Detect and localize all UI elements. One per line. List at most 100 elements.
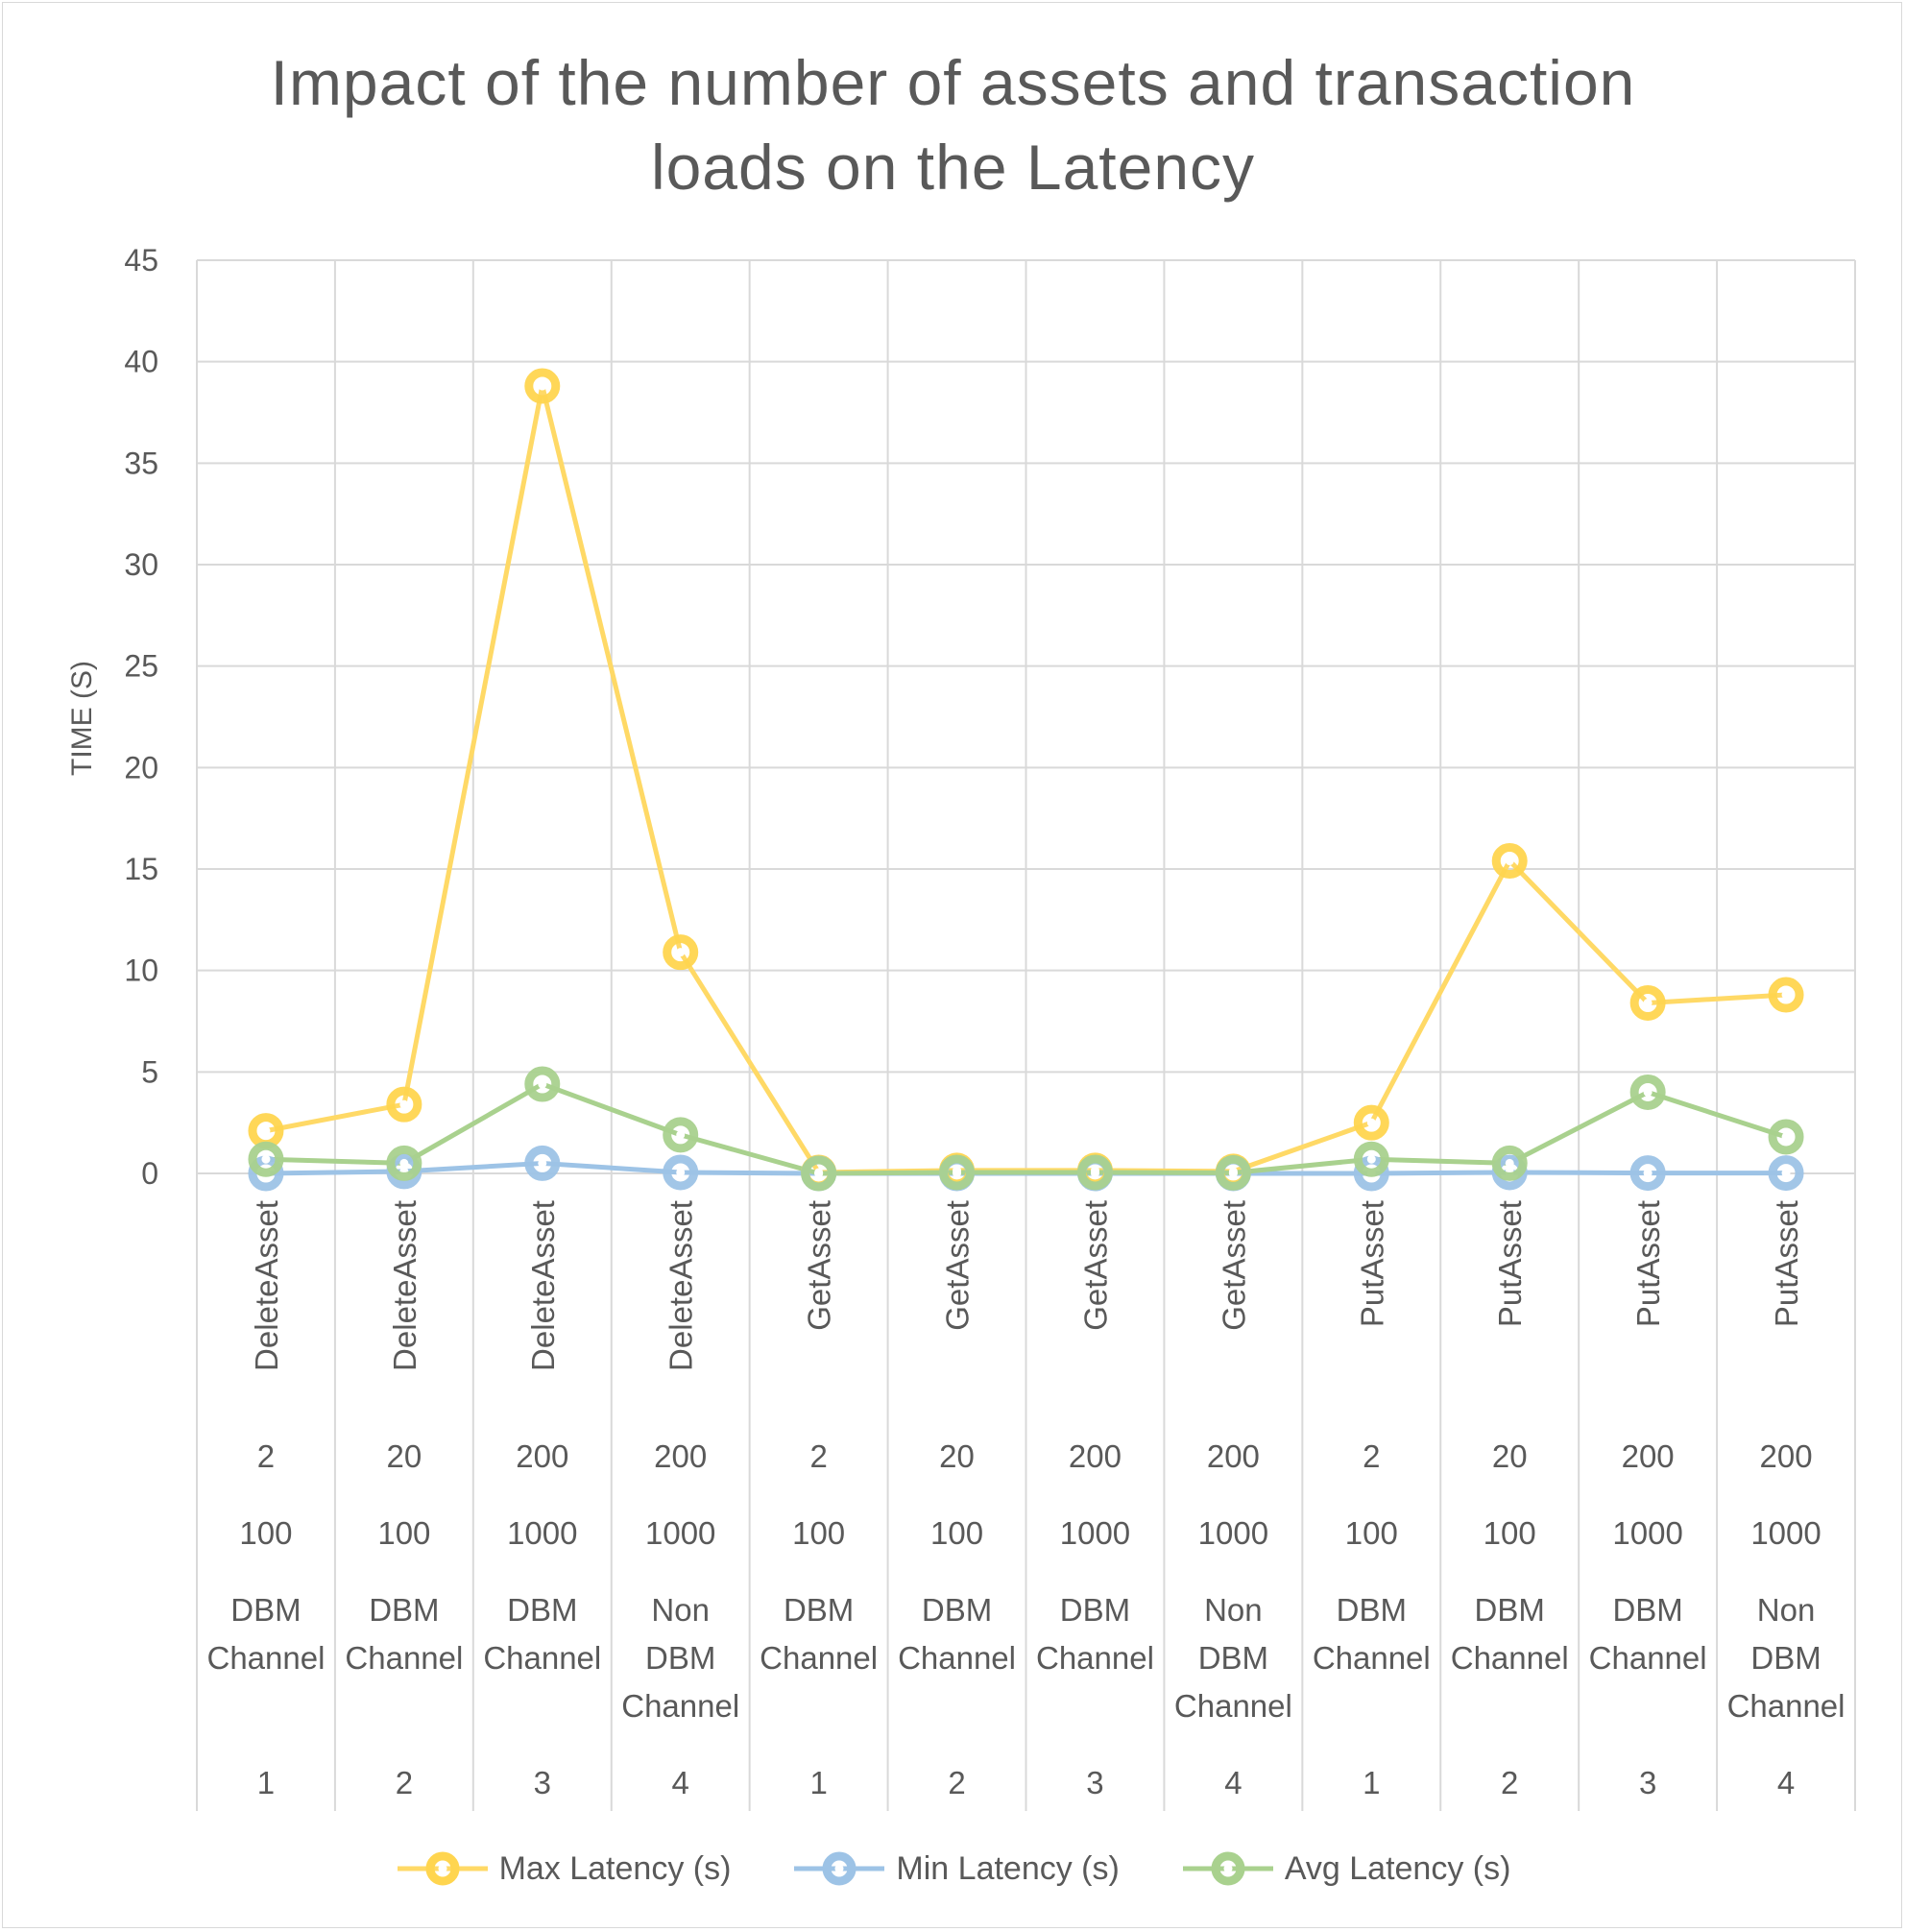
y-tick-label: 25 (124, 649, 158, 684)
data-point-ring (1629, 1074, 1666, 1110)
legend-swatch-center (438, 1864, 447, 1873)
data-point-ring (386, 1145, 422, 1181)
legend-label: Avg Latency (s) (1284, 1849, 1511, 1887)
data-point-ring (1076, 1154, 1113, 1191)
data-point-center (1781, 1169, 1791, 1178)
data-point-center (676, 948, 686, 957)
category-function-label: DeleteAsset (663, 1200, 699, 1371)
y-tick-label: 20 (124, 750, 158, 785)
category-channel-label: DBM (1475, 1592, 1545, 1628)
category-channel-label: Channel (345, 1640, 463, 1676)
data-point (1629, 1155, 1666, 1192)
category-channel-label: Channel (1451, 1640, 1569, 1676)
legend: Max Latency (s) Min Latency (s) Avg Latenc… (0, 1840, 1906, 1897)
category-index-label: 1 (809, 1765, 827, 1800)
data-point-ring (1491, 1145, 1528, 1181)
category-function-label: GetAsset (802, 1200, 837, 1331)
category-channel-label: DBM (1198, 1640, 1268, 1676)
y-tick-label: 35 (124, 446, 158, 480)
category-channel-label: Non (1757, 1592, 1816, 1628)
data-point (1629, 984, 1666, 1021)
data-point-center (538, 381, 547, 391)
data-point-center (1781, 990, 1791, 1000)
data-point-ring (524, 368, 561, 404)
category-channel-label: DBM (922, 1592, 992, 1628)
data-point-ring (1353, 1104, 1389, 1141)
data-point (663, 1154, 699, 1191)
y-tick-label: 40 (124, 345, 158, 379)
category-channel-label: DBM (1060, 1592, 1130, 1628)
data-point-center (1781, 1132, 1791, 1142)
data-point (386, 1086, 422, 1123)
data-point-center (1643, 1169, 1653, 1178)
category-assets-label: 2 (809, 1438, 827, 1474)
legend-item: Max Latency (s) (396, 1849, 731, 1888)
data-point (1768, 1155, 1804, 1192)
data-point (248, 1113, 284, 1149)
category-function-label: DeleteAsset (249, 1200, 284, 1371)
data-point-ring (1768, 977, 1804, 1013)
data-point (524, 1145, 561, 1181)
data-point-center (1643, 998, 1653, 1007)
category-channel-label: DBM (1750, 1640, 1821, 1676)
category-load-label: 100 (792, 1515, 845, 1551)
category-load-label: 100 (377, 1515, 430, 1551)
category-index-label: 2 (948, 1765, 965, 1800)
legend-swatch-center (1223, 1864, 1233, 1873)
category-function-label: DeleteAsset (525, 1200, 561, 1371)
y-tick-label: 30 (124, 547, 158, 582)
data-point (1491, 843, 1528, 880)
data-point-center (1366, 1154, 1376, 1164)
data-point (939, 1154, 976, 1191)
data-point-center (1228, 1168, 1238, 1177)
series-line (265, 1081, 1787, 1176)
data-point-ring (1353, 1141, 1389, 1177)
category-channel-label: Channel (1036, 1640, 1154, 1676)
category-channel-label: Channel (1174, 1688, 1292, 1724)
category-load-label: 1000 (1060, 1515, 1130, 1551)
category-index-label: 2 (396, 1765, 413, 1800)
category-load-label: 1000 (507, 1515, 577, 1551)
category-channel-label: Channel (760, 1640, 878, 1676)
category-function-label: GetAsset (1216, 1200, 1251, 1331)
data-point (1353, 1141, 1389, 1177)
legend-swatch-marker (822, 1851, 856, 1886)
category-channel-label: Channel (898, 1640, 1016, 1676)
data-point (1629, 1074, 1666, 1110)
category-load-label: 100 (1484, 1515, 1536, 1551)
category-load-label: 100 (930, 1515, 983, 1551)
data-point-ring (524, 1145, 561, 1181)
category-channel-label: DBM (507, 1592, 577, 1628)
category-load-label: 100 (239, 1515, 292, 1551)
data-point (801, 1155, 837, 1192)
series-lines (265, 383, 1787, 1176)
y-tick-label: 10 (124, 954, 158, 988)
data-point (1076, 1154, 1113, 1191)
category-function-label: DeleteAsset (387, 1200, 422, 1371)
data-point-center (261, 1126, 271, 1136)
category-index-label: 4 (1224, 1765, 1242, 1800)
data-point-center (814, 1169, 824, 1178)
category-channel-label: DBM (784, 1592, 854, 1628)
data-point (1215, 1154, 1251, 1191)
legend-swatch-marker (1211, 1851, 1245, 1886)
data-point-center (676, 1168, 686, 1177)
data-point (248, 1141, 284, 1177)
data-point-center (538, 1079, 547, 1089)
category-index-label: 4 (672, 1765, 689, 1800)
category-index-label: 4 (1777, 1765, 1795, 1800)
y-tick-label: 0 (141, 1156, 158, 1191)
data-point-ring (1629, 984, 1666, 1021)
category-function-label: PutAsset (1769, 1200, 1804, 1327)
category-function-label: PutAsset (1492, 1200, 1528, 1327)
data-point-center (261, 1154, 271, 1164)
category-assets-label: 200 (654, 1438, 707, 1474)
category-index-label: 1 (1363, 1765, 1380, 1800)
category-channel-label: Channel (621, 1688, 739, 1724)
category-index-label: 1 (257, 1765, 275, 1800)
category-assets-label: 200 (516, 1438, 568, 1474)
data-point (1491, 1145, 1528, 1181)
category-index-label: 2 (1501, 1765, 1518, 1800)
data-point-ring (524, 1066, 561, 1102)
